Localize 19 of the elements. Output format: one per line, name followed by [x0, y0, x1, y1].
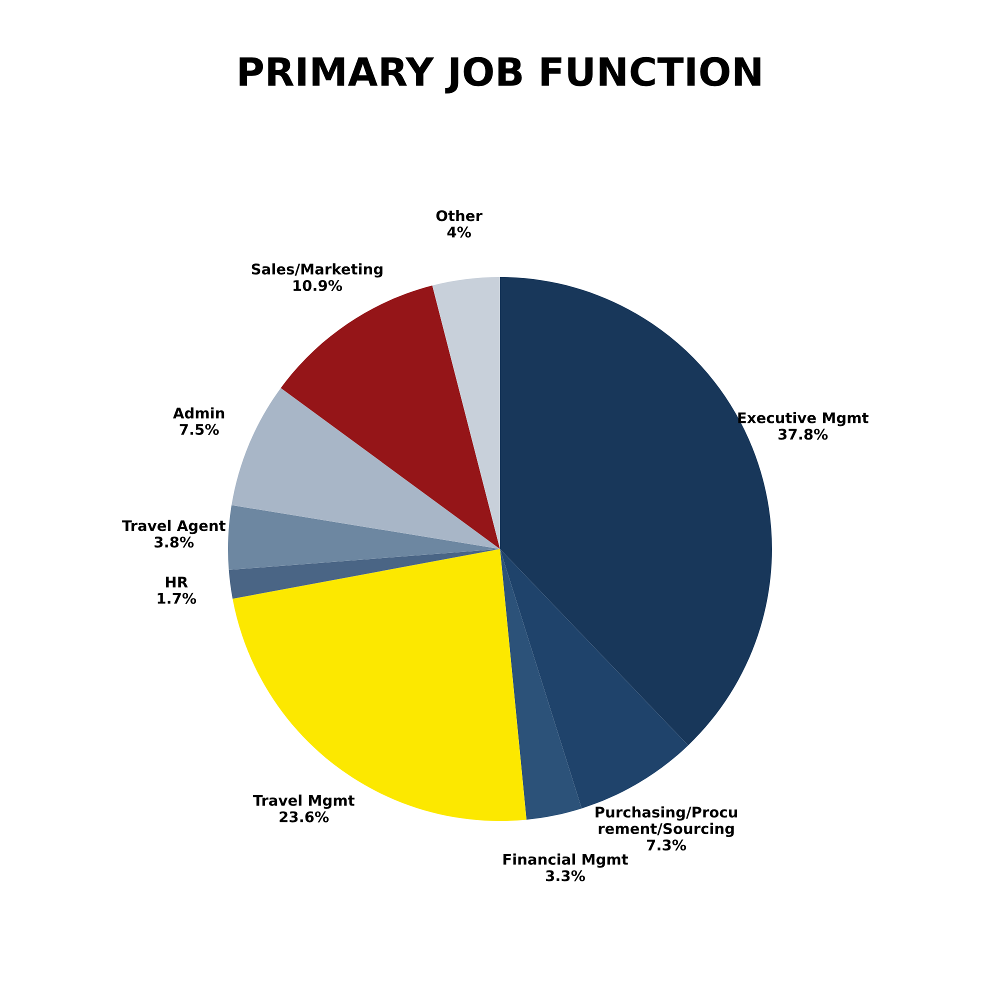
slice-label: Financial Mgmt	[503, 854, 628, 868]
slice-label: Travel Agent	[122, 520, 226, 534]
data-label: 1.7%	[158, 592, 196, 604]
data-label: 3.3%	[546, 870, 586, 882]
data-label: 37.8%	[778, 428, 828, 440]
slice-label: Other	[436, 210, 482, 222]
slice-label: Purchasing/Procu rement/Sourcing	[596, 806, 738, 838]
data-label: 4%	[447, 226, 471, 238]
data-label: 10.9%	[294, 280, 342, 292]
slice-label: Admin	[173, 407, 224, 419]
slice-label: HR	[166, 576, 188, 588]
data-label: 7.5%	[180, 424, 219, 435]
slice-label: Executive Mgmt	[738, 412, 868, 426]
slice-label: Sales/Marketing	[252, 263, 382, 278]
data-label: 3.8%	[154, 536, 194, 548]
chart-title: PRIMARY JOB FUNCTION	[240, 56, 760, 94]
data-label: 7.3%	[647, 840, 686, 851]
slice-label: Travel Mgmt	[252, 794, 355, 809]
data-label: 23.6%	[280, 811, 329, 822]
